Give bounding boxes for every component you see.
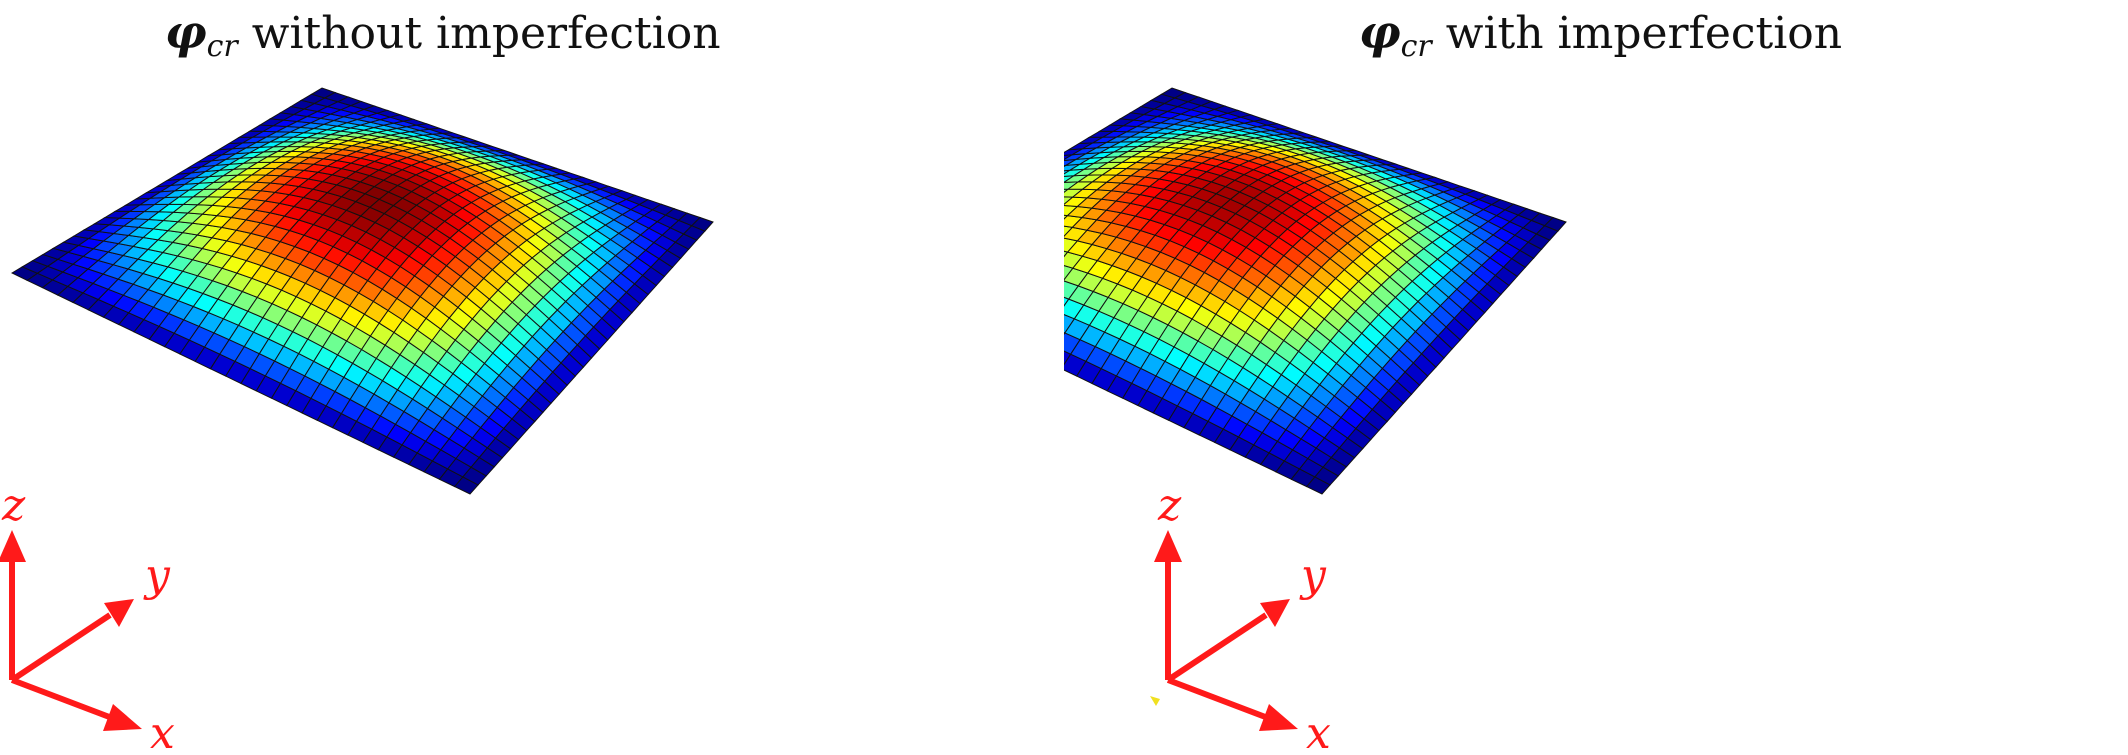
mesh-cell <box>1543 216 1567 232</box>
y-arrowhead <box>1260 599 1290 627</box>
x-arrowhead <box>103 704 142 731</box>
z-arrowhead <box>0 530 26 562</box>
x-label: x <box>150 708 175 755</box>
z-arrowhead <box>1154 530 1182 562</box>
y-label: y <box>1299 550 1327 601</box>
y-label: y <box>143 550 171 601</box>
phi-symbol: φ <box>1359 5 1401 59</box>
x-label: x <box>1306 708 1331 755</box>
x-axis-arrow <box>1166 677 1270 721</box>
x-arrowhead <box>1259 704 1298 731</box>
title-text: without imperfection <box>251 8 721 59</box>
coordinate-axes: z y x <box>0 480 175 755</box>
panel-title: φcr with imperfection <box>1359 2 1843 64</box>
y-arrowhead <box>104 599 134 627</box>
mesh-surface <box>10 87 714 495</box>
yellow-speck <box>1150 696 1160 706</box>
mesh-cell <box>690 216 714 232</box>
y-axis-arrow <box>1166 612 1268 683</box>
phi-subscript: cr <box>206 29 238 64</box>
title-text: with imperfection <box>1445 8 1843 59</box>
y-axis-arrow <box>10 612 112 683</box>
panel-with-imperfection: φcr with imperfection z y x <box>1064 0 2128 755</box>
buckling-mode-plot: z y x <box>1064 87 1567 755</box>
x-axis-arrow <box>10 677 114 721</box>
coordinate-axes: z y x <box>1154 480 1331 755</box>
buckling-mode-plot: z y x <box>0 87 714 755</box>
phi-subscript: cr <box>1400 29 1432 64</box>
panel-without-imperfection: φcr without imperfection z y x <box>0 2 721 755</box>
z-label: z <box>1157 480 1182 531</box>
z-label: z <box>1 480 26 531</box>
mesh-surface <box>1064 87 1567 495</box>
panel-title: φcr without imperfection <box>165 2 721 64</box>
phi-symbol: φ <box>165 5 207 59</box>
